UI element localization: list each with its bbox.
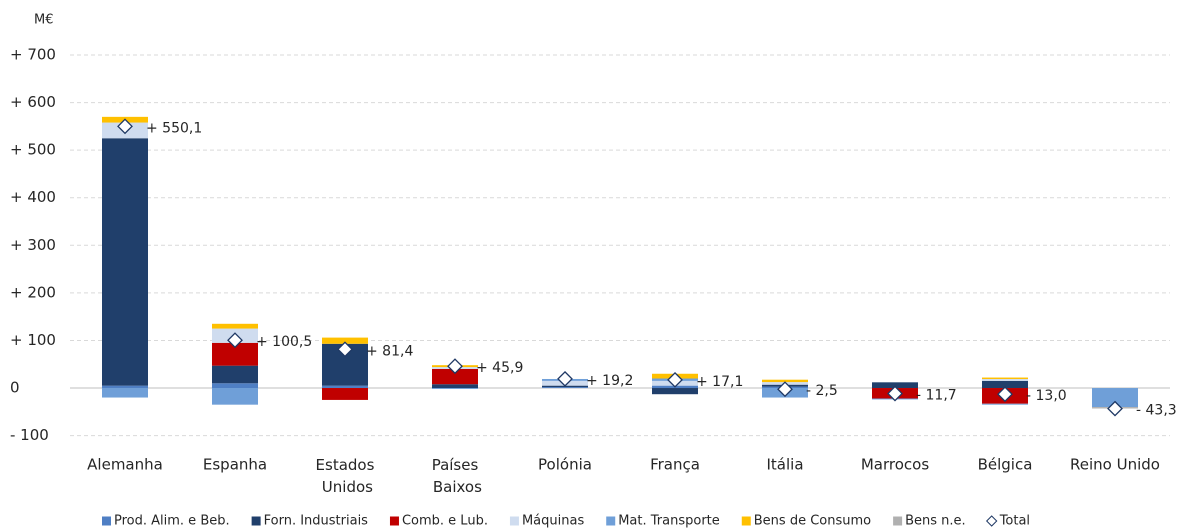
total-marker [1107, 400, 1123, 417]
data-label: + 17,1 [696, 374, 743, 390]
total-marker [337, 341, 353, 358]
bar-segment [212, 383, 258, 389]
bar-segment [212, 365, 258, 384]
total-marker [447, 358, 463, 375]
bar-segment [542, 387, 588, 389]
data-label: - 11,7 [916, 388, 957, 404]
y-tick-label: + 100 [10, 331, 56, 349]
legend-label: Prod. Alim. e Beb. [114, 514, 230, 529]
legend-label: Forn. Industriais [264, 514, 369, 529]
legend-label: Comb. e Lub. [402, 514, 488, 529]
data-label: + 81,4 [366, 343, 413, 359]
y-tick-label: + 600 [10, 93, 56, 111]
data-label: - 2,5 [806, 383, 838, 399]
data-label: + 45,9 [476, 360, 523, 376]
bar-segment [322, 385, 368, 389]
legend-marker [985, 515, 998, 527]
x-tick-label: França [650, 456, 700, 474]
bar-segment [1092, 388, 1138, 408]
x-tick-label: Estados Unidos [316, 456, 375, 496]
x-tick-label: Itália [766, 456, 803, 474]
bar-segment [212, 342, 258, 366]
bar-segment [982, 403, 1028, 405]
bar-segment [432, 368, 478, 385]
total-marker [997, 386, 1013, 403]
total-marker [667, 371, 683, 388]
bar-segment [432, 384, 478, 389]
y-tick-label: + 200 [10, 283, 56, 301]
x-tick-label: Polónia [538, 456, 592, 474]
bar-segment [322, 388, 368, 400]
data-label: + 100,5 [256, 334, 312, 350]
y-tick-label: + 500 [10, 141, 56, 159]
bar-segment [872, 382, 918, 389]
legend-swatch [606, 516, 616, 526]
y-tick-label: 0 [10, 379, 20, 397]
bar-segment [212, 388, 258, 405]
legend-swatch [741, 516, 751, 526]
legend-swatch [251, 516, 261, 526]
total-marker [227, 332, 243, 349]
bar-segment [432, 388, 478, 389]
legend-swatch [389, 516, 399, 526]
x-tick-label: Marrocos [861, 456, 929, 474]
data-label: + 550,1 [146, 120, 202, 136]
legend-label: Mat. Transporte [618, 514, 720, 529]
x-tick-label: Alemanha [87, 456, 163, 474]
total-marker [117, 118, 133, 135]
data-label: - 13,0 [1026, 388, 1067, 404]
x-tick-label: Espanha [203, 456, 267, 474]
bar-segment [652, 388, 698, 395]
x-tick-label: Países Baixos [428, 456, 482, 496]
data-label: + 19,2 [586, 373, 633, 389]
data-label: - 43,3 [1136, 403, 1177, 419]
bar-segment [102, 385, 148, 389]
legend-swatch [893, 516, 903, 526]
bar-segment [982, 377, 1028, 379]
legend-swatch [102, 516, 111, 526]
legend-label: Total [999, 514, 1030, 529]
bar-segment [762, 379, 808, 383]
bar-segment [982, 378, 1028, 381]
x-tick-label: Bélgica [978, 456, 1033, 474]
legend-swatch [509, 516, 519, 526]
total-marker [777, 381, 793, 398]
y-axis-label: M€ [34, 13, 54, 28]
bar-segment [102, 388, 148, 398]
bar-segment [322, 337, 368, 344]
y-tick-label: - 100 [10, 426, 49, 444]
total-marker [887, 385, 903, 402]
legend-label: Bens n.e. [905, 514, 966, 529]
legend-label: Bens de Consumo [754, 514, 871, 529]
bar-segment [102, 138, 148, 386]
y-tick-label: + 700 [10, 46, 56, 64]
legend-label: Máquinas [522, 514, 584, 529]
y-tick-label: + 400 [10, 188, 56, 206]
y-tick-label: + 300 [10, 236, 56, 254]
bar-segment [212, 323, 258, 329]
bar-segment [982, 380, 1028, 389]
x-tick-label: Reino Unido [1070, 456, 1160, 474]
total-marker [557, 370, 573, 387]
